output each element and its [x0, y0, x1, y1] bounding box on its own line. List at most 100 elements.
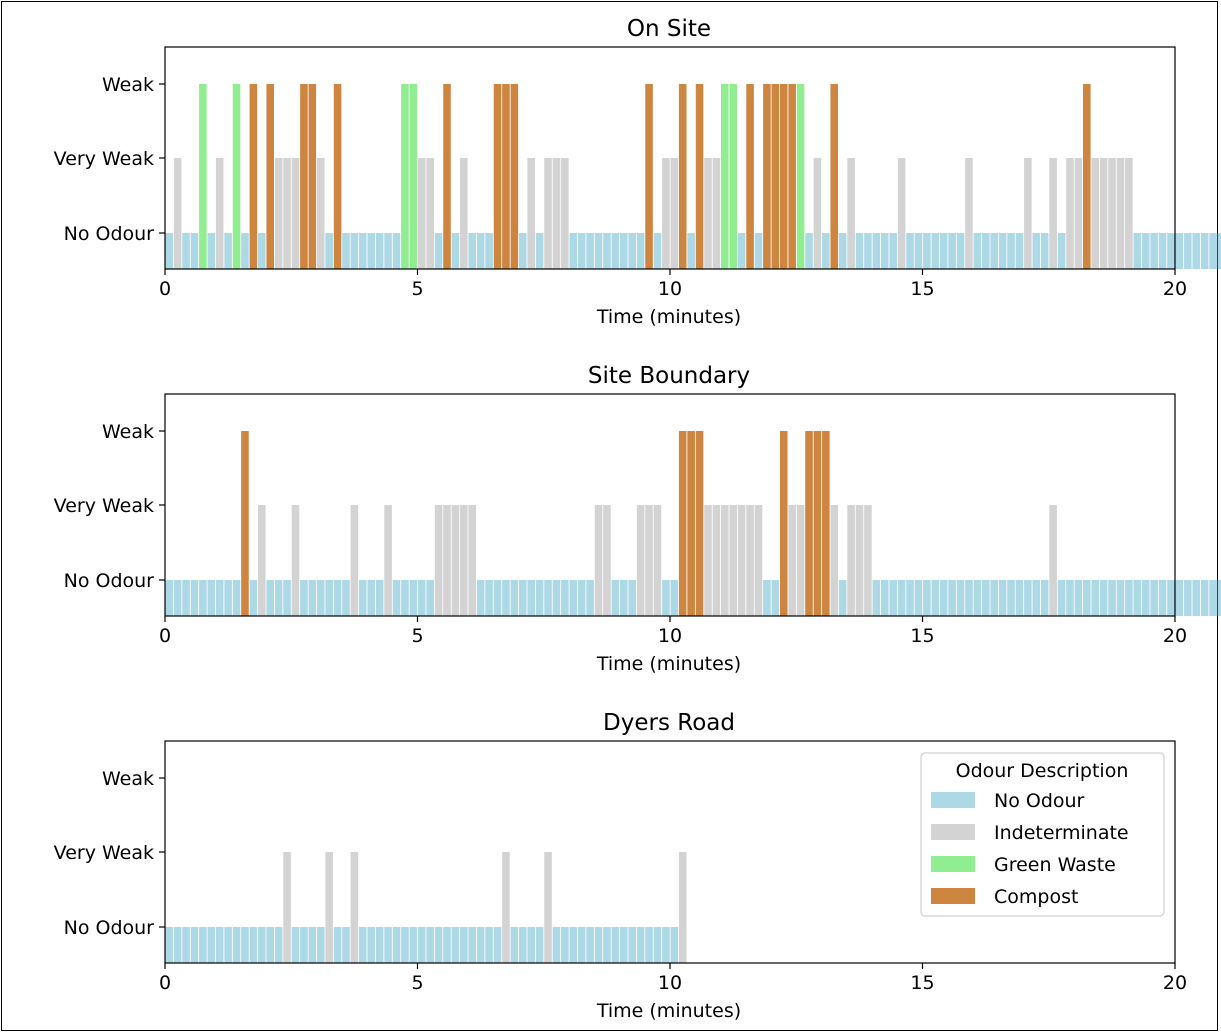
bar-no-odour [375, 580, 384, 616]
bar-no-odour [409, 927, 418, 963]
y-tick-label: No Odour [64, 570, 155, 592]
bar-no-odour [569, 580, 578, 616]
bar-group [165, 84, 1221, 269]
bar-no-odour [1015, 580, 1024, 616]
bar-no-odour [1150, 233, 1158, 269]
bar-indeterminate [258, 505, 266, 616]
bar-no-odour [594, 233, 603, 269]
x-tick-label: 20 [1163, 278, 1187, 300]
bar-no-odour [460, 927, 468, 963]
bar-no-odour [561, 927, 569, 963]
bar-indeterminate [1091, 158, 1100, 269]
chart-title: Dyers Road [603, 710, 735, 736]
bar-no-odour [232, 580, 241, 616]
bar-no-odour [535, 927, 544, 963]
bar-indeterminate [215, 158, 224, 269]
bar-no-odour [1066, 580, 1074, 616]
bar-no-odour [1141, 580, 1150, 616]
bar-no-odour [342, 580, 350, 616]
bar-no-odour [485, 233, 493, 269]
bar-no-odour [165, 233, 173, 269]
bar-no-odour [1125, 580, 1133, 616]
bar-no-odour [241, 927, 249, 963]
bar-no-odour [224, 233, 232, 269]
bar-indeterminate [1125, 158, 1133, 269]
bar-no-odour [215, 927, 224, 963]
bar-compost [771, 84, 780, 269]
bar-indeterminate [527, 158, 535, 269]
x-axis-label: Time (minutes) [596, 1000, 741, 1022]
bar-no-odour [308, 927, 317, 963]
bar-no-odour [603, 927, 611, 963]
legend-label: Green Waste [994, 854, 1116, 876]
bar-no-odour [384, 927, 392, 963]
bar-no-odour [249, 580, 258, 616]
bar-no-odour [653, 927, 662, 963]
bar-no-odour [182, 927, 190, 963]
bar-no-odour [1192, 580, 1201, 616]
bar-no-odour [931, 233, 940, 269]
y-tick-label: Weak [102, 421, 154, 443]
bar-no-odour [451, 233, 460, 269]
bar-indeterminate [754, 505, 763, 616]
bar-no-odour [855, 233, 864, 269]
bar-no-odour [476, 233, 485, 269]
bar-indeterminate [729, 505, 738, 616]
x-tick-label: 0 [159, 625, 171, 647]
bar-compost [822, 431, 830, 616]
bar-no-odour [258, 927, 266, 963]
y-tick-label: Very Weak [54, 495, 154, 517]
bar-no-odour [350, 233, 359, 269]
bar-no-odour [1184, 580, 1192, 616]
bar-compost [695, 431, 704, 616]
bar-indeterminate [1024, 158, 1032, 269]
bar-no-odour [527, 580, 535, 616]
bar-no-odour [333, 927, 342, 963]
bar-indeterminate [847, 158, 855, 269]
bar-indeterminate [721, 505, 729, 616]
bar-no-odour [333, 580, 342, 616]
bar-no-odour [872, 233, 881, 269]
bar-no-odour [359, 580, 367, 616]
bar-no-odour [207, 927, 216, 963]
bar-no-odour [1024, 580, 1032, 616]
x-tick-label: 15 [910, 278, 934, 300]
bar-indeterminate [897, 158, 906, 269]
bar-no-odour [982, 580, 990, 616]
bar-no-odour [577, 233, 586, 269]
bar-no-odour [199, 580, 207, 616]
bar-no-odour [864, 233, 872, 269]
bar-no-odour [283, 580, 291, 616]
bar-no-odour [190, 580, 199, 616]
bar-indeterminate [855, 505, 864, 616]
bar-indeterminate [552, 158, 561, 269]
bar-indeterminate [847, 505, 855, 616]
bar-no-odour [367, 580, 376, 616]
bar-no-odour [771, 580, 780, 616]
bar-compost [805, 431, 813, 616]
bar-no-odour [190, 927, 199, 963]
bar-no-odour [1108, 580, 1116, 616]
bar-no-odour [527, 927, 535, 963]
bar-no-odour [1158, 580, 1167, 616]
bar-no-odour [1007, 233, 1015, 269]
bar-indeterminate [325, 852, 333, 963]
bar-no-odour [1133, 233, 1142, 269]
bar-no-odour [939, 233, 948, 269]
bar-no-odour [359, 233, 367, 269]
bar-no-odour [274, 927, 283, 963]
bar-compost [813, 431, 822, 616]
bar-indeterminate [704, 158, 712, 269]
bar-indeterminate [316, 158, 325, 269]
bar-no-odour [1192, 233, 1201, 269]
bar-no-odour [300, 927, 308, 963]
bar-no-odour [476, 927, 485, 963]
y-ticks: No Odour Very Weak Weak [54, 768, 165, 939]
legend-items: No Odour Indeterminate Green Waste Compost [931, 790, 1129, 908]
bar-no-odour [552, 927, 561, 963]
bar-indeterminate [704, 505, 712, 616]
bar-no-odour [1167, 233, 1175, 269]
bar-indeterminate [1066, 158, 1074, 269]
bar-no-odour [258, 233, 266, 269]
